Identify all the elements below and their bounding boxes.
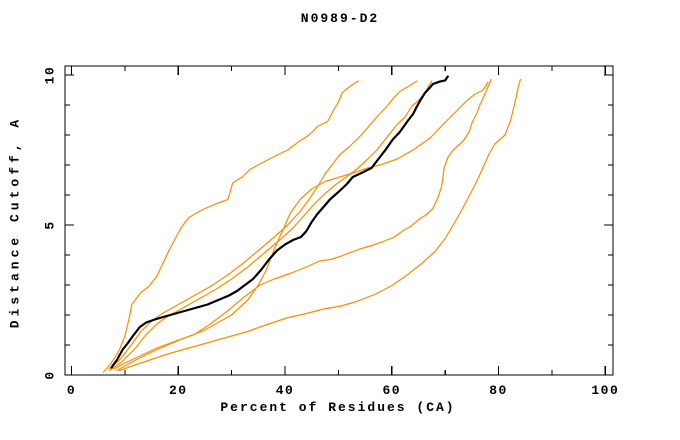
series-line-model-6 <box>118 78 522 372</box>
series-line-model-2 <box>108 80 418 370</box>
x-tick-label: 60 <box>382 383 401 398</box>
series-line-selected-model <box>110 75 449 369</box>
series-line-model-4 <box>113 78 492 370</box>
y-tick-label: 0 <box>43 370 58 379</box>
x-tick-label: 0 <box>67 383 76 398</box>
series-line-model-5 <box>116 81 489 372</box>
y-tick-label: 10 <box>43 66 58 85</box>
x-tick-label: 80 <box>489 383 508 398</box>
series-line-model-1 <box>102 80 359 373</box>
x-tick-label: 20 <box>169 383 188 398</box>
x-tick-label: 40 <box>276 383 295 398</box>
x-tick-label: 100 <box>591 383 619 398</box>
series-line-model-3 <box>109 80 433 372</box>
x-axis-label: Percent of Residues (CA) <box>220 400 456 415</box>
plot-frame <box>64 65 614 376</box>
y-tick-label: 5 <box>43 220 58 229</box>
page-title: N0989-D2 <box>300 11 380 26</box>
